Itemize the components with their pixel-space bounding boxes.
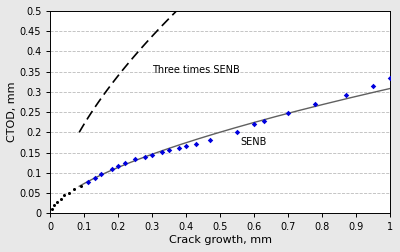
X-axis label: Crack growth, mm: Crack growth, mm bbox=[169, 235, 272, 245]
Text: Three times SENB: Three times SENB bbox=[152, 65, 240, 75]
Text: SENB: SENB bbox=[240, 137, 267, 147]
Y-axis label: CTOD, mm: CTOD, mm bbox=[7, 82, 17, 142]
